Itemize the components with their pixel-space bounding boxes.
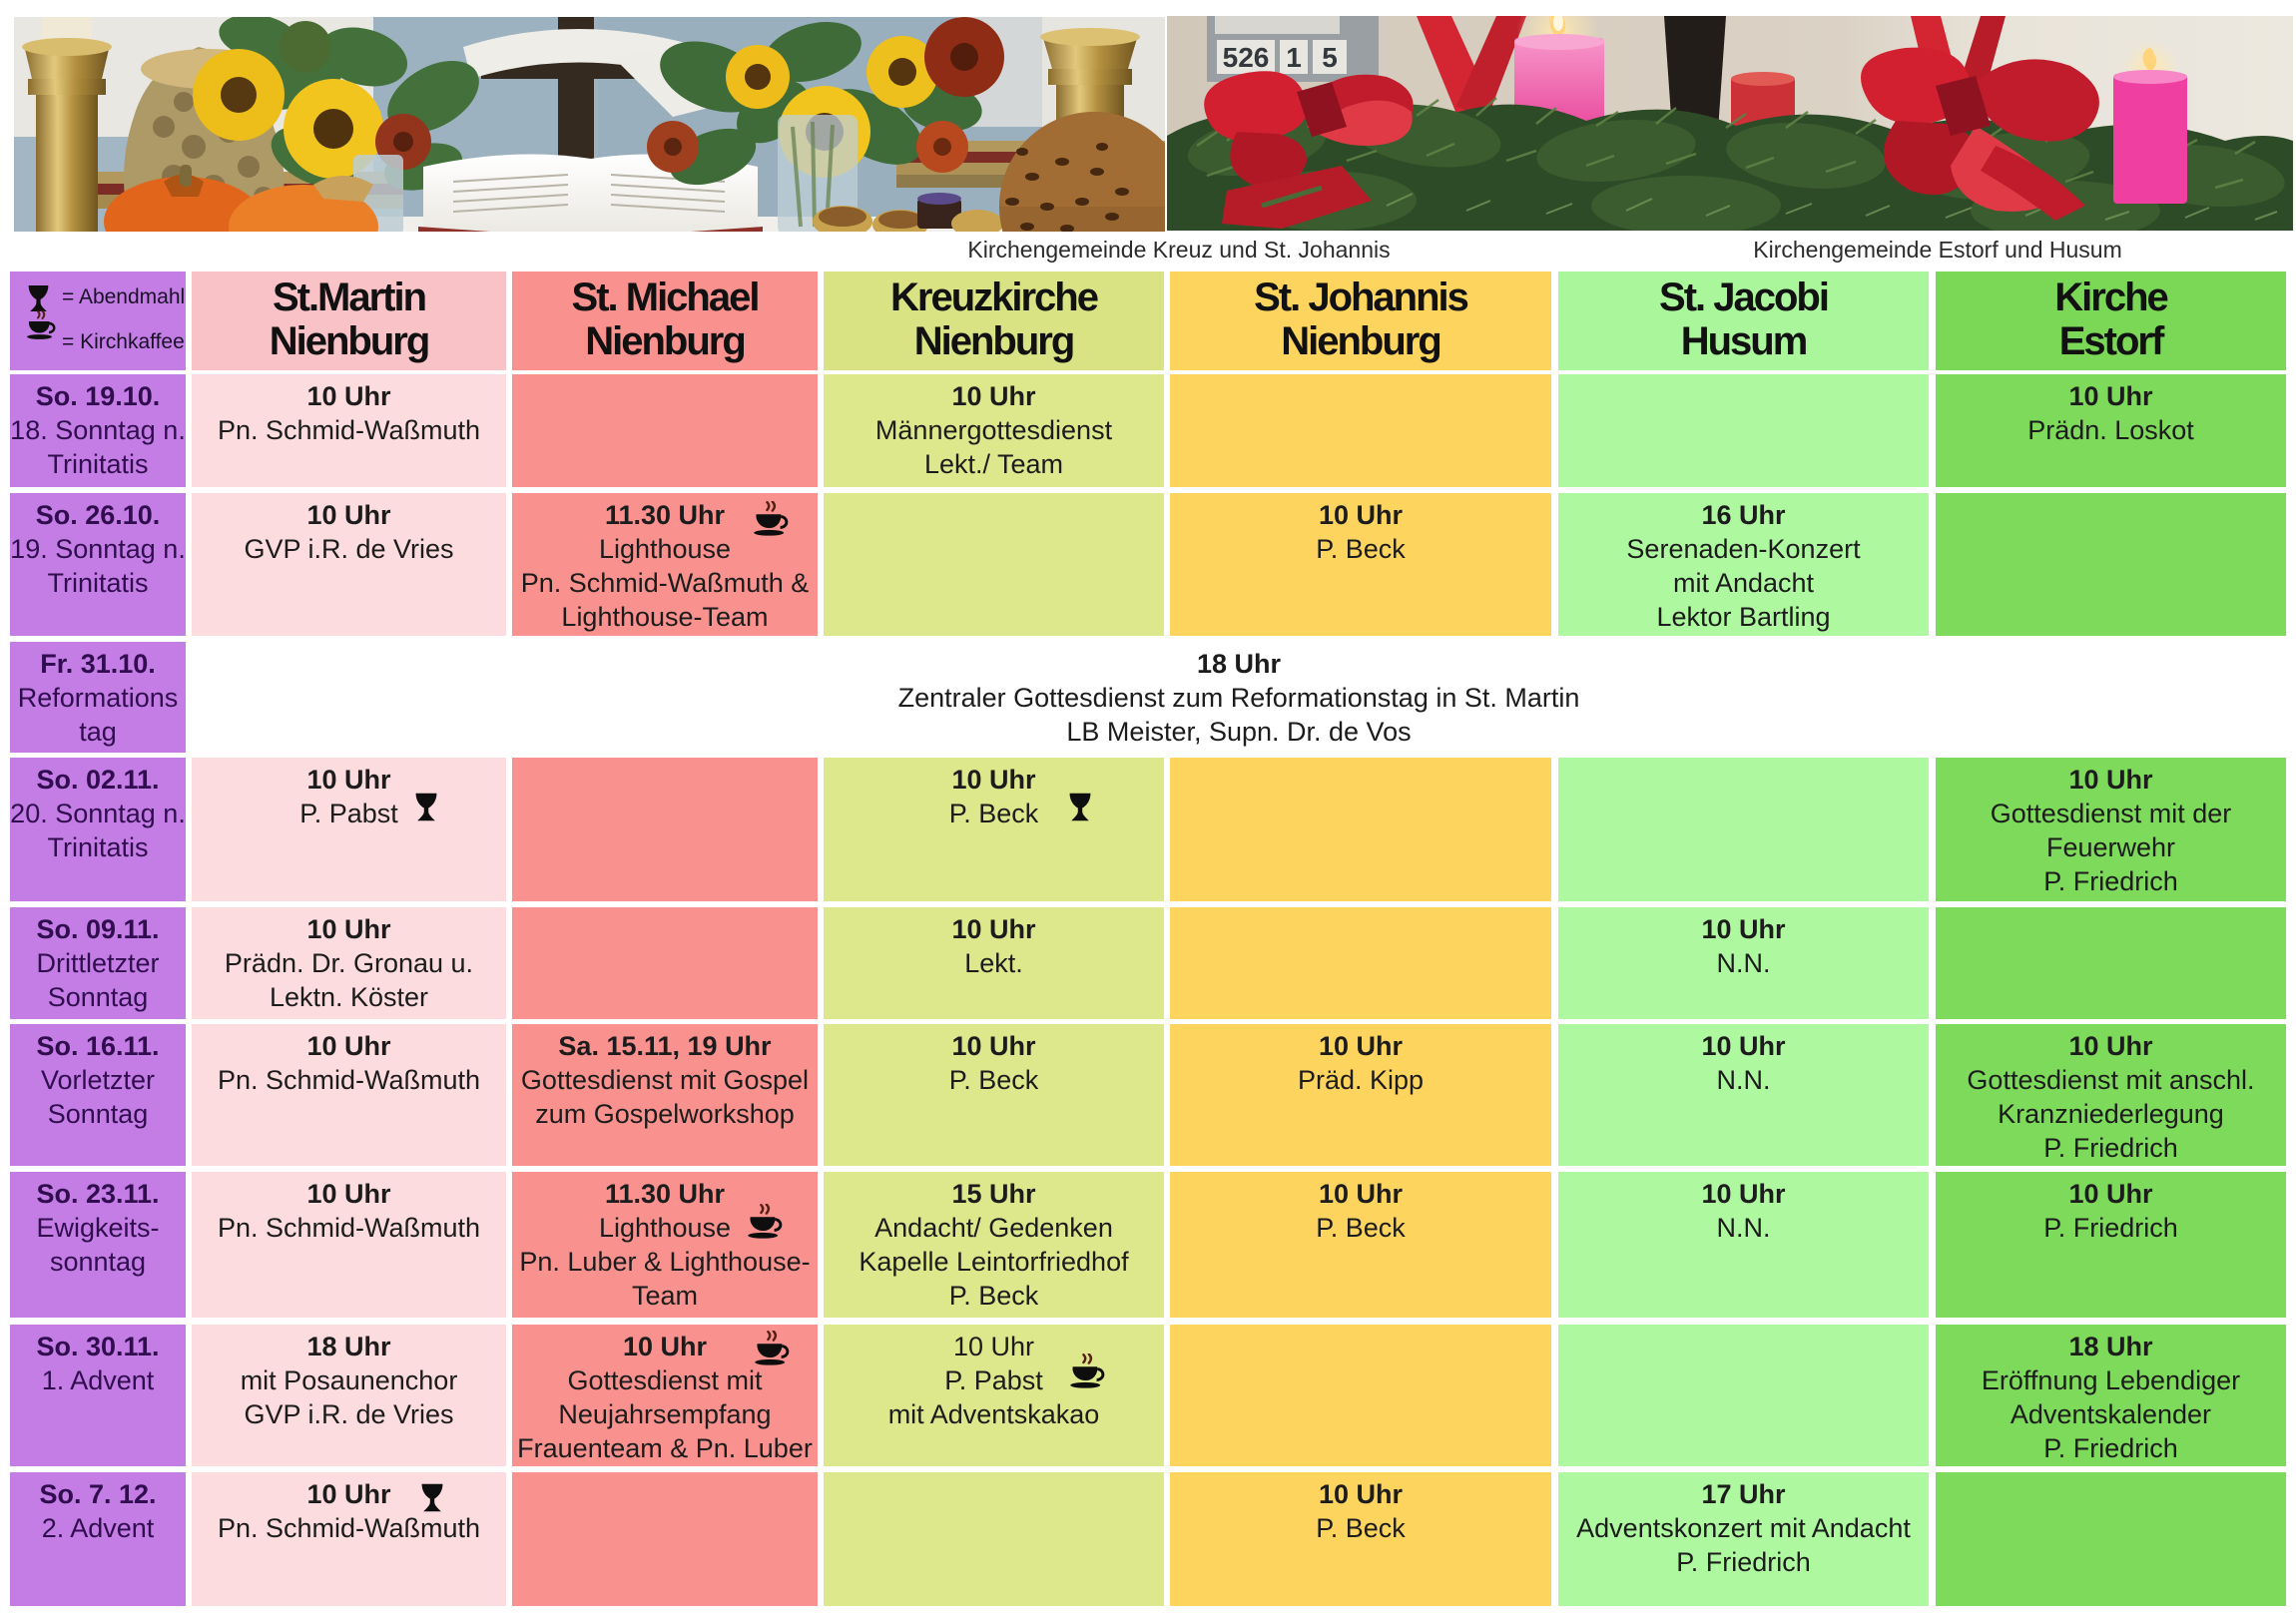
svg-text:526: 526 — [1223, 42, 1270, 73]
svg-text:1: 1 — [1286, 42, 1302, 73]
svg-text:5: 5 — [1322, 42, 1338, 73]
